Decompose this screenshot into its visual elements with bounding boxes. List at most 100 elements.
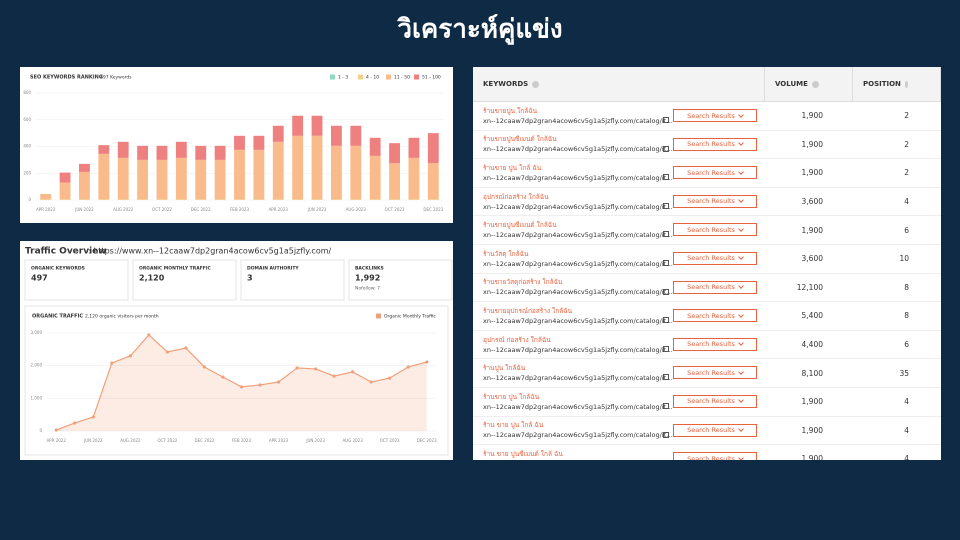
x-tick-label: OCT 2023 [380,438,400,443]
search-results-button[interactable]: Search Results [673,223,757,237]
keyword-link[interactable]: ร้านขาย ปูน ใกล้ฉัน [483,392,540,401]
external-link-icon[interactable] [663,345,669,352]
volume-cell: 5,400 [801,311,823,321]
position-cell: 35 [899,368,909,378]
search-results-button[interactable]: Search Results [673,309,757,323]
keyword-link[interactable]: ร้านขายปูนซีเมนต์ ใกล้ฉัน [483,221,557,230]
point [388,376,392,380]
point [425,360,429,364]
keyword-link[interactable]: ร้านขาย ปูน ใกล้ ฉัน [483,163,542,172]
keyword-url: xn--12caaw7dp2gran4acow6cv5g1a5jzfly.com… [483,374,673,383]
x-tick-label: FEB 2023 [230,207,249,212]
external-link-icon[interactable] [663,202,669,209]
bar-segment [350,145,362,200]
keyword-link[interactable]: อุปกรณ์ ก่อสร้าง ใกล้ฉัน [483,335,551,344]
position-cell: 2 [904,139,909,149]
bar-segment [156,199,168,200]
y-tick-label: 200 [23,170,31,175]
search-results-button[interactable]: Search Results [673,423,757,437]
bar-segment [195,145,207,160]
external-link-icon[interactable] [663,374,669,381]
header-cell: KEYWORDS [473,67,765,101]
point [406,365,410,369]
search-results-button[interactable]: Search Results [673,166,757,180]
x-tick-label: AUG 2023 [346,207,367,212]
volume-cell: 1,900 [801,397,823,407]
stat-value: 1,992 [355,274,380,283]
keyword-cell: ร้าน ขาย ปูนซีเมนต์ ใกล้ ฉันxn--12caaw7d… [473,445,765,460]
stat-label: ORGANIC KEYWORDS [31,266,85,272]
keyword-link[interactable]: ร้านปูน ใกล้ฉัน [483,364,526,373]
bar-segment [98,199,110,200]
bar-segment [59,182,71,200]
bar-segment [408,137,420,158]
volume-cell: 4,400 [801,340,823,350]
volume-cell: 3,600 [801,254,823,264]
external-link-icon[interactable] [663,259,669,266]
keyword-cell: ร้านขายปูนซีเมนต์ ใกล้ฉัน xn--12caaw7dp2g… [473,216,765,244]
bar-segment [40,193,52,200]
search-results-button[interactable]: Search Results [673,137,757,151]
table-row: ร้าน ขาย ปูนซีเมนต์ ใกล้ ฉันxn--12caaw7d… [473,445,941,460]
bar-segment [195,199,207,200]
bar-segment [272,141,284,200]
external-link-icon[interactable] [663,145,669,152]
stat-value: 3 [247,274,253,283]
position-cell: 8 [904,311,909,321]
search-results-button[interactable]: Search Results [673,251,757,265]
keyword-link[interactable]: ร้านขายปูนซีเมนต์ ใกล้ฉัน [483,135,557,144]
search-results-button[interactable]: Search Results [673,194,757,208]
search-results-button[interactable]: Search Results [673,337,757,351]
point [258,383,262,387]
bar-segment [350,199,362,200]
position-cell: 4 [904,425,909,435]
bar-segment [156,159,168,200]
keyword-link[interactable]: ร้าน ขาย ปูน ใกล้ ฉัน [483,421,544,430]
external-link-icon[interactable] [663,402,669,409]
y-tick-label: 800 [23,90,31,95]
bar-segment [98,153,110,200]
bar-segment [59,172,71,183]
external-link-icon[interactable] [663,117,669,123]
search-results-button[interactable]: Search Results [673,452,757,460]
point [239,385,244,389]
bar-segment [311,115,323,136]
bar-segment [137,145,149,160]
point [147,333,151,337]
table-row: ร้านขายวัสดุก่อสร้าง ใกล้ฉัน xn--12caaw7d… [473,274,941,303]
position-cell: 4 [904,197,909,207]
x-tick-label: APR 2022 [36,207,56,212]
keyword-link[interactable]: ร้านขายอุปกรณ์ก่อสร้าง ใกล้ฉัน [483,306,573,315]
external-link-icon[interactable] [663,431,669,438]
external-link-icon[interactable] [663,231,669,238]
search-results-button[interactable]: Search Results [673,394,757,408]
search-results-button[interactable]: Search Results [673,109,757,122]
keyword-link[interactable]: ร้านขายปูน ใกล้ฉัน [483,106,538,115]
legend-label: 11 - 50 [394,75,410,81]
search-results-button[interactable]: Search Results [673,280,757,294]
keyword-cell: อุปกรณ์ก่อสร้าง ใกล้ฉัน xn--12caaw7dp2gra… [473,188,765,216]
traffic-url: : https://www.xn--12caaw7dp2gran4acow6cv… [88,247,332,256]
keyword-link[interactable]: อุปกรณ์ก่อสร้าง ใกล้ฉัน [483,192,549,201]
keyword-link[interactable]: ร้าน ขาย ปูนซีเมนต์ ใกล้ ฉัน [483,449,563,458]
position-cell: 10 [899,254,909,264]
search-results-button[interactable]: Search Results [673,366,757,380]
external-link-icon[interactable] [663,174,669,181]
x-tick-label: JUN 2023 [307,207,327,212]
stat-label: BACKLINKS [355,266,384,272]
bar-segment [234,199,245,200]
keyword-link[interactable]: ร้านวัสดุ ใกล้ฉัน [483,249,529,258]
bar-segment [350,125,362,146]
bar-segment [137,199,149,200]
y-tick-label: 400 [23,144,31,149]
bar-segment [369,137,381,156]
external-link-icon[interactable] [663,317,669,324]
point [110,361,114,365]
table-row: อุปกรณ์ก่อสร้าง ใกล้ฉัน xn--12caaw7dp2gra… [473,188,941,217]
stat-box [348,259,453,301]
table-row: ร้านขายปูน ใกล้ฉัน xn--12caaw7dp2gran4aco… [473,102,941,131]
keyword-url: xn--12caaw7dp2gran4acow6cv5g1a5jzfly.com… [483,145,673,154]
external-link-icon[interactable] [663,288,669,295]
keyword-link[interactable]: ร้านขายวัสดุก่อสร้าง ใกล้ฉัน [483,278,563,287]
